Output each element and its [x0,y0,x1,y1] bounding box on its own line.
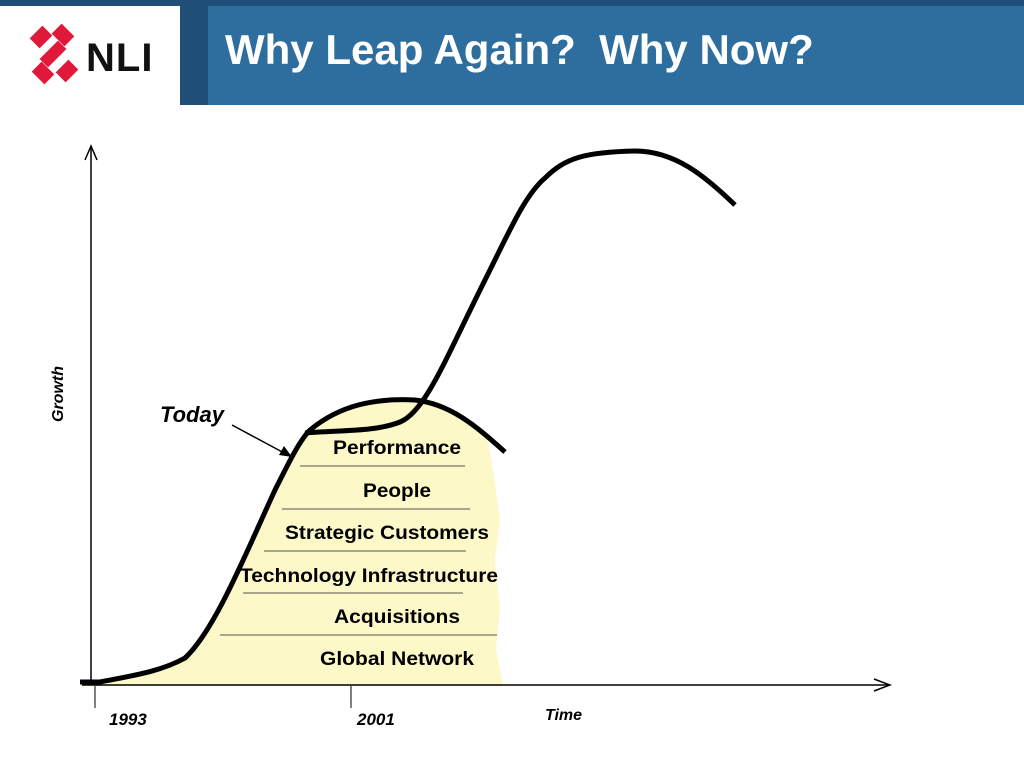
second-growth-curve [304,148,737,436]
header-bar: NLI Why Leap Again? Why Now? [0,0,1024,105]
today-label: Today [160,402,226,427]
layer-label-technology-infrastructure: Technology Infrastructure [240,566,498,587]
layer-label-global-network: Global Network [320,649,474,670]
y-axis-label: Growth [50,366,67,422]
layer-dividers [220,465,497,636]
slide-title: Why Leap Again? Why Now? [225,26,814,73]
x-tick-label-1993: 1993 [109,710,147,729]
layer-label-people: People [363,481,431,502]
logo-separator [180,6,208,105]
header-top-stripe [0,0,1024,6]
x-tick-label-2001: 2001 [356,710,395,729]
growth-diagram: Today Growth Time 1993 2001 Performance … [50,144,893,729]
layer-label-strategic-customers: Strategic Customers [285,523,489,544]
logo: NLI [0,6,180,105]
layer-label-performance: Performance [333,438,461,459]
x-axis [82,678,893,692]
logo-text: NLI [86,36,154,80]
logo-mark-icon [29,23,79,85]
y-axis [84,144,98,684]
layer-label-acquisitions: Acquisitions [334,607,460,628]
x-axis-label: Time [545,707,582,724]
layer-labels: Performance People Strategic Customers T… [240,438,498,670]
today-arrow [231,424,292,457]
growth-fill-area [80,399,503,686]
